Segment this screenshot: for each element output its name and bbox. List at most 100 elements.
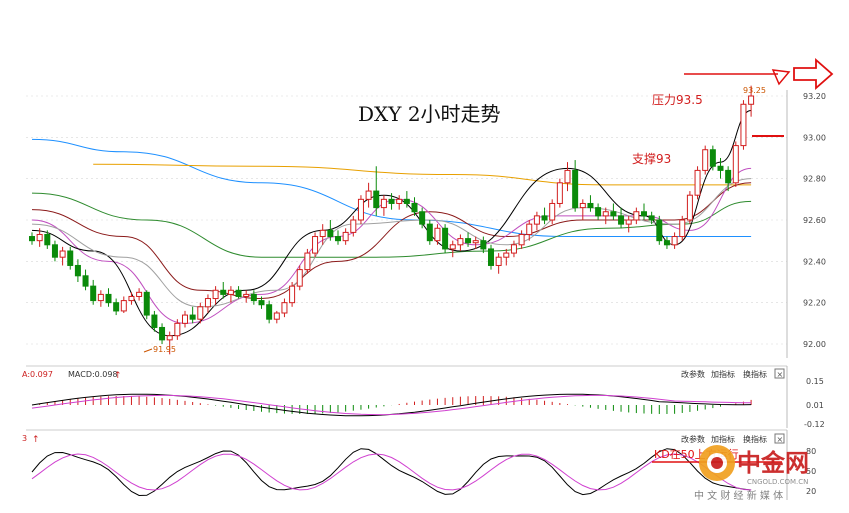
candle xyxy=(610,203,617,220)
candlesticks xyxy=(29,85,755,355)
candle-body xyxy=(113,302,120,312)
kd-close-button[interactable] xyxy=(774,433,785,444)
candle xyxy=(556,178,563,208)
candle-body xyxy=(587,202,594,209)
candle-body xyxy=(610,211,617,217)
candle-body xyxy=(365,190,372,200)
kd-d-line xyxy=(31,453,752,491)
candle-body xyxy=(235,289,242,297)
candle-body xyxy=(625,219,632,225)
candle xyxy=(266,300,273,324)
candle-body xyxy=(151,314,158,328)
candle-body xyxy=(51,244,58,258)
high-price-label: 93.25 xyxy=(743,86,766,95)
candle xyxy=(82,269,89,291)
kd-close-icon[interactable]: × xyxy=(777,435,784,444)
candle-body xyxy=(143,291,150,316)
candle xyxy=(541,207,548,225)
macd-pane: A:0.097 MACD:0.098 ↑ 改参数 加指标 换指标 × 0.15 … xyxy=(22,365,825,429)
candle xyxy=(120,296,127,313)
candle xyxy=(90,279,97,305)
candle xyxy=(419,207,426,229)
candle xyxy=(312,232,319,258)
candle-body xyxy=(442,227,449,250)
candle-body xyxy=(266,304,273,320)
candle xyxy=(220,282,227,299)
candle-body xyxy=(694,169,701,196)
kd-edit-params-button[interactable]: 改参数 xyxy=(681,434,705,444)
macd-close-button[interactable] xyxy=(774,368,785,379)
candle-body xyxy=(541,215,548,221)
candle-body xyxy=(510,244,517,254)
candle-body xyxy=(136,291,143,297)
watermark-tagline: 中 文 财 经 新 媒 体 xyxy=(694,489,783,502)
candle xyxy=(442,224,449,254)
kd-tick-top: 80 xyxy=(806,447,816,456)
candle-body xyxy=(732,145,739,184)
candle xyxy=(204,294,211,313)
candle-body xyxy=(495,256,502,266)
candle xyxy=(694,166,701,200)
price-pane: 93.20 93.00 92.80 92.60 92.40 92.20 92.00 DXY … xyxy=(26,58,834,358)
candle-body xyxy=(319,229,326,238)
macd-up-arrow-icon: ↑ xyxy=(114,371,122,381)
price-tick-label: 92.40 xyxy=(803,257,826,266)
kd-tick-bottom: 20 xyxy=(806,487,816,496)
macd-switch-indicator-button[interactable]: 换指标 xyxy=(743,369,767,379)
candle-body xyxy=(97,293,104,302)
macd-edit-params-button[interactable]: 改参数 xyxy=(681,369,705,379)
candle-body xyxy=(250,293,257,302)
kd-tick-mid: 50 xyxy=(806,467,816,476)
candle-body xyxy=(36,233,43,242)
candle xyxy=(143,290,150,320)
kd-switch-indicator-button[interactable]: 换指标 xyxy=(743,434,767,444)
candle xyxy=(105,288,112,307)
candle xyxy=(748,85,755,117)
kd-up-arrow-icon: ↑ xyxy=(32,435,40,445)
candle-body xyxy=(67,250,74,266)
candle xyxy=(357,195,364,225)
candle-body xyxy=(602,211,609,217)
price-axis-ticks: 93.20 93.00 92.80 92.60 92.40 92.20 92.00 xyxy=(803,92,826,349)
candle xyxy=(151,310,158,332)
candle xyxy=(304,248,311,274)
candle-body xyxy=(457,238,464,246)
candle xyxy=(671,232,678,249)
candle-body xyxy=(327,229,334,238)
candle-body xyxy=(243,293,250,297)
candle xyxy=(235,286,242,299)
macd-tick-mid: 0.01 xyxy=(806,401,824,410)
kd-add-indicator-button[interactable]: 加指标 xyxy=(711,434,735,444)
candle xyxy=(457,234,464,251)
candle-body xyxy=(212,289,219,300)
candle-body xyxy=(166,335,173,341)
candle-body xyxy=(725,169,732,184)
price-tick-label: 92.60 xyxy=(803,216,826,225)
candle xyxy=(725,166,732,192)
candle-body xyxy=(342,231,349,242)
candle xyxy=(434,224,441,245)
candle xyxy=(113,298,120,316)
macd-close-icon[interactable]: × xyxy=(777,370,784,379)
candle-body xyxy=(281,302,288,314)
candle xyxy=(656,215,663,245)
candle-body xyxy=(518,233,525,246)
candle-body xyxy=(159,326,166,341)
candle xyxy=(641,203,647,220)
candle xyxy=(472,236,479,249)
candle-body xyxy=(618,215,625,225)
candle xyxy=(342,228,349,245)
candle-body xyxy=(579,202,586,209)
candle xyxy=(602,207,609,225)
candle xyxy=(319,224,326,245)
candle xyxy=(197,302,204,324)
candle xyxy=(411,197,418,216)
candle xyxy=(686,191,693,225)
chart-title: DXY 2小时走势 xyxy=(358,102,501,126)
macd-tick-top: 0.15 xyxy=(806,377,824,386)
candle-body xyxy=(197,306,204,320)
resistance-label: 压力93.5 xyxy=(652,93,703,107)
candle-body xyxy=(748,95,755,105)
macd-add-indicator-button[interactable]: 加指标 xyxy=(711,369,735,379)
candle-body xyxy=(105,293,112,304)
